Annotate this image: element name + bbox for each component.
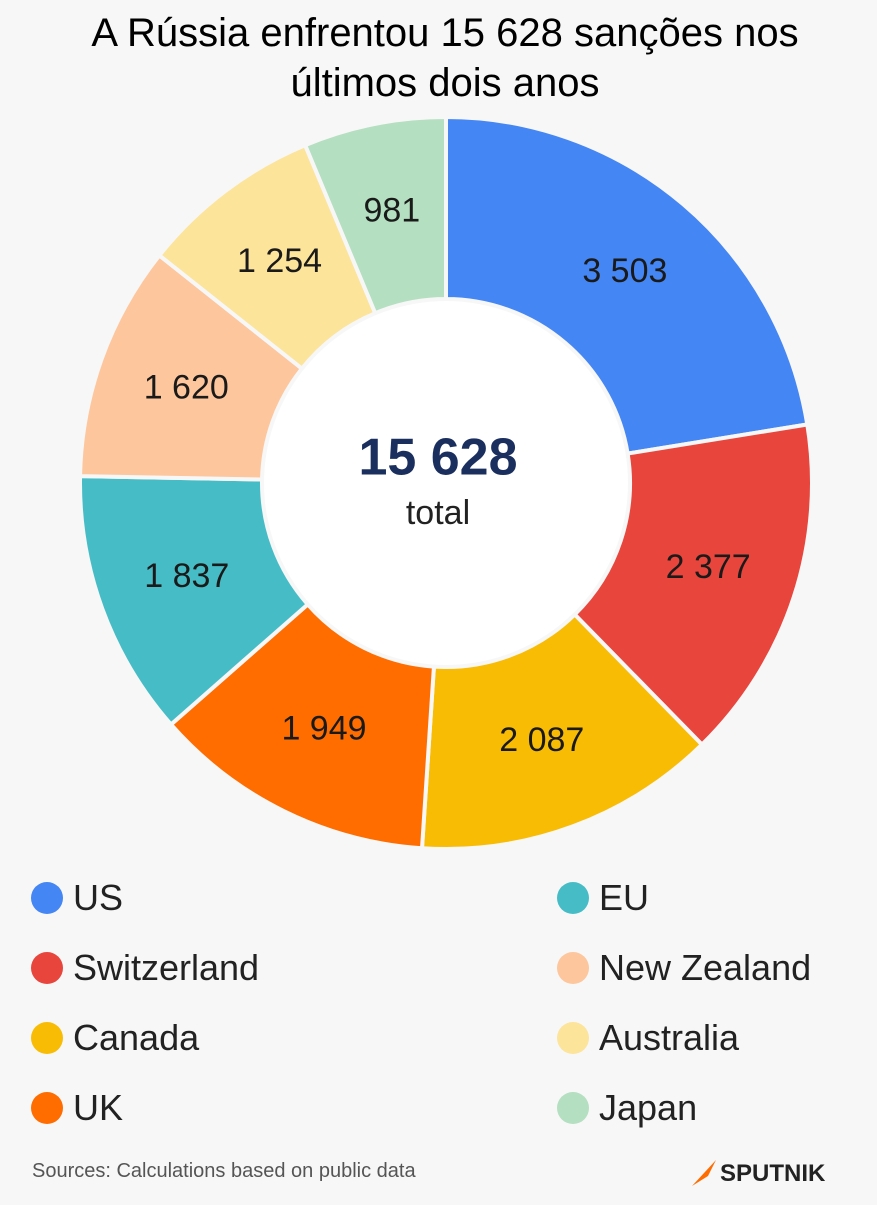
legend-item: Australia [557,1013,739,1063]
legend-label: Switzerland [73,947,260,988]
legend-label: New Zealand [599,947,812,988]
legend-swatch [557,1092,589,1124]
legend-label: Japan [599,1087,698,1128]
legend-item: EU [557,873,649,923]
total-caption: total [406,494,470,532]
legend-swatch [31,1092,63,1124]
value-label: 1 837 [144,557,229,595]
legend-swatch [31,882,63,914]
value-label: 1 254 [237,242,322,280]
donut-slice [571,422,814,748]
legend-swatch [31,1022,63,1054]
donut-slice [419,611,705,851]
legend-swatch [557,882,589,914]
legend-item: Japan [557,1083,697,1133]
logo-icon [692,1160,716,1186]
donut-hole [264,301,628,665]
legend-swatch [557,1022,589,1054]
legend-label: EU [599,877,650,918]
legend-item: Switzerland [31,943,259,993]
legend-swatch [557,952,589,984]
legend-item: New Zealand [557,943,811,993]
legend-label: UK [73,1087,124,1128]
legend-item: UK [31,1083,123,1133]
legend-label: Canada [73,1017,200,1058]
value-label: 2 087 [499,721,584,759]
legend-label: Australia [599,1017,740,1058]
source-note: Sources: Calculations based on public da… [32,1160,416,1182]
value-label: 981 [363,191,420,229]
legend-label: US [73,877,124,918]
legend-item: Canada [31,1013,199,1063]
legend-swatch [31,952,63,984]
value-label: 1 620 [144,369,229,407]
donut-slice [444,114,810,456]
donut-slice [168,601,437,851]
value-label: 3 503 [582,252,667,290]
value-label: 2 377 [666,548,751,586]
value-label: 1 949 [281,710,366,748]
donut-slice [302,114,448,316]
logo: SPUTNIK [720,1160,826,1187]
chart-title: A Rússia enfrentou 15 628 sanções nos úl… [91,11,799,105]
legend-item: US [31,873,123,923]
total-value: 15 628 [358,429,517,487]
donut-chart: 3 503 2 377 2 087 1 949 1 837 1 620 1 254 981 15… [80,114,814,851]
